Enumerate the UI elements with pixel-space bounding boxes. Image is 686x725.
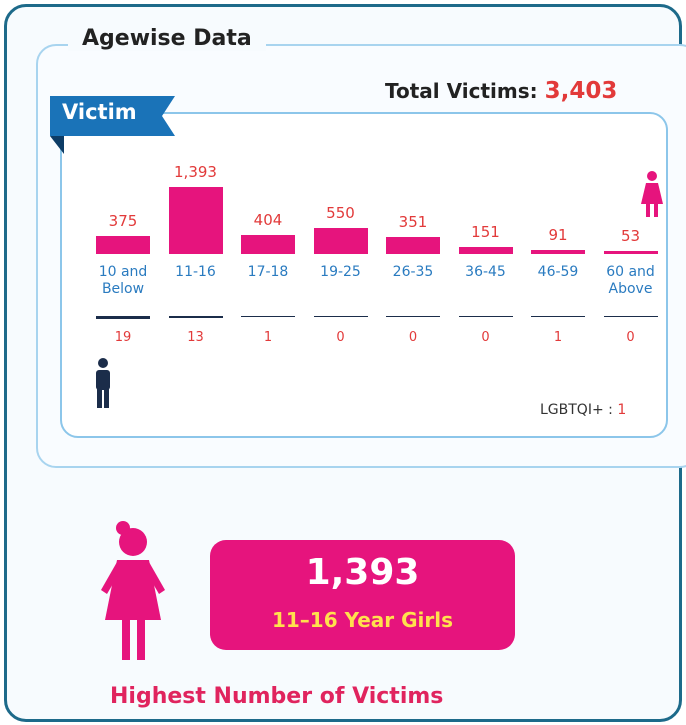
female-bar [314,228,368,254]
male-value-label: 0 [596,330,666,345]
category-label: 26-35 [378,264,448,281]
category-label: 11-16 [161,264,231,281]
highlight-value: 1,393 [210,552,515,593]
chart: 375 10 and Below 19 1,393 11-16 13 404 17-18 1 55… [0,0,686,460]
female-value-label: 151 [451,223,521,241]
male-bar [531,316,585,317]
female-bar [459,247,513,254]
male-bar [96,316,150,319]
male-value-label: 0 [306,330,376,345]
male-value-label: 1 [233,330,303,345]
category-label: 60 and Above [596,264,666,298]
male-value-label: 19 [88,330,158,345]
female-value-label: 91 [523,226,593,244]
female-value-label: 351 [378,213,448,231]
female-bar [96,236,150,254]
category-label: 46-59 [523,264,593,281]
female-value-label: 375 [88,212,158,230]
girl-icon [95,520,175,670]
category-label: 17-18 [233,264,303,281]
caption: Highest Number of Victims [110,684,443,709]
category-label: 10 and Below [88,264,158,298]
male-value-label: 0 [378,330,448,345]
female-value-label: 53 [596,227,666,245]
male-value-label: 1 [523,330,593,345]
female-bar [386,237,440,254]
male-bar [169,316,223,318]
male-bar [386,316,440,317]
male-value-label: 13 [161,330,231,345]
page: Agewise Data Total Victims: 3,403 Victim… [0,0,686,725]
female-bar [169,187,223,254]
female-value-label: 1,393 [161,163,231,181]
category-label: 19-25 [306,264,376,281]
male-bar [459,316,513,317]
female-value-label: 404 [233,211,303,229]
female-value-label: 550 [306,204,376,222]
category-label: 36-45 [451,264,521,281]
highlight-label: 11–16 Year Girls [210,608,515,632]
female-bar [531,250,585,254]
male-value-label: 0 [451,330,521,345]
female-bar [604,251,658,254]
male-bar [314,316,368,317]
male-bar [241,316,295,317]
female-bar [241,235,295,254]
male-bar [604,316,658,317]
